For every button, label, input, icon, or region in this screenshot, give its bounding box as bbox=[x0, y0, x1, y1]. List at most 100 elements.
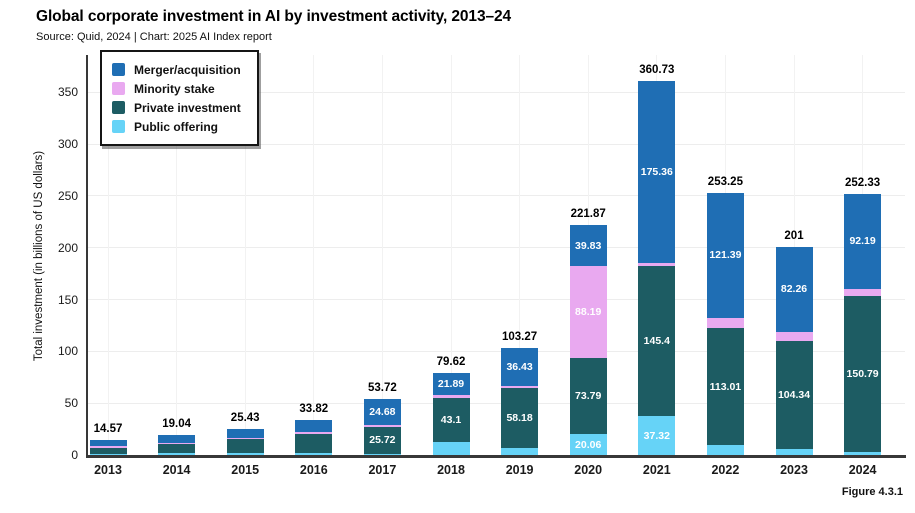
legend-swatch bbox=[112, 101, 125, 114]
bar-segment bbox=[158, 453, 196, 455]
gridline-vertical bbox=[107, 55, 109, 455]
bar-segment: 104.34 bbox=[775, 341, 813, 450]
segment-value-label: 39.83 bbox=[575, 239, 602, 252]
bar-total-label: 53.72 bbox=[368, 382, 397, 395]
y-tick-label: 0 bbox=[71, 448, 78, 462]
gridline-vertical bbox=[519, 55, 521, 455]
legend-label: Merger/acquisition bbox=[134, 62, 241, 77]
y-axis-line bbox=[85, 55, 88, 457]
bar-segment bbox=[226, 439, 264, 454]
gridline-vertical bbox=[450, 55, 452, 455]
bar-segment: 39.83 bbox=[569, 225, 607, 267]
legend-swatch bbox=[112, 120, 125, 133]
bar-segment: 92.19 bbox=[844, 193, 882, 290]
legend-label: Private investment bbox=[134, 100, 241, 115]
bar-segment bbox=[363, 453, 401, 455]
segment-value-label: 82.26 bbox=[780, 283, 808, 296]
legend-label: Minority stake bbox=[134, 81, 215, 96]
segment-value-label: 36.43 bbox=[506, 360, 533, 373]
segment-value-label: 24.68 bbox=[369, 406, 396, 419]
gridline-horizontal bbox=[88, 143, 905, 145]
bar-segment: 73.79 bbox=[569, 357, 607, 435]
gridline-vertical bbox=[313, 55, 315, 455]
bar-segment: 175.36 bbox=[638, 81, 676, 263]
bar-total-label: 25.43 bbox=[230, 411, 260, 424]
bar-total-label: 252.33 bbox=[845, 176, 881, 189]
bar-segment bbox=[844, 289, 882, 296]
bar-segment: 82.26 bbox=[775, 246, 813, 332]
segment-value-label: 88.19 bbox=[575, 306, 602, 319]
bar-segment: 121.39 bbox=[706, 192, 744, 319]
bar-total-label: 103.27 bbox=[502, 331, 538, 343]
gridline-horizontal bbox=[88, 195, 905, 197]
x-tick-label: 2021 bbox=[642, 463, 671, 477]
segment-value-label: 113.01 bbox=[709, 380, 742, 393]
bar-segment bbox=[432, 442, 470, 455]
bar-segment bbox=[363, 424, 401, 427]
segment-value-label: 150.79 bbox=[846, 367, 879, 380]
y-tick-label: 250 bbox=[57, 188, 78, 203]
bar-total-label: 221.87 bbox=[570, 208, 606, 221]
segment-value-label: 175.36 bbox=[640, 166, 673, 179]
gridline-vertical bbox=[244, 55, 246, 455]
bar-segment bbox=[295, 419, 333, 432]
bar-segment bbox=[432, 395, 470, 398]
y-axis-title: Total investment (in billions of US doll… bbox=[33, 150, 45, 362]
bar-segment bbox=[775, 331, 813, 342]
x-tick-label: 2018 bbox=[437, 463, 465, 477]
bar-segment: 113.01 bbox=[706, 328, 744, 446]
y-tick-label: 350 bbox=[57, 85, 78, 100]
bar-total-label: 19.04 bbox=[162, 418, 191, 431]
x-tick-label: 2017 bbox=[368, 463, 397, 477]
legend-item: Minority stake bbox=[112, 79, 241, 98]
x-tick-label: 2016 bbox=[299, 463, 328, 477]
bar-segment bbox=[638, 262, 676, 266]
segment-value-label: 73.79 bbox=[575, 389, 602, 402]
bar-total-label: 33.82 bbox=[299, 402, 329, 415]
source-line: Source: Quid, 2024 | Chart: 2025 AI Inde… bbox=[36, 31, 272, 43]
x-tick-label: 2014 bbox=[162, 463, 191, 477]
segment-value-label: 21.89 bbox=[437, 377, 465, 390]
bar-segment: 36.43 bbox=[501, 348, 539, 386]
legend-item: Merger/acquisition bbox=[112, 60, 241, 79]
bar-segment bbox=[89, 439, 127, 446]
bar-segment: 20.06 bbox=[569, 434, 607, 455]
x-tick-label: 2013 bbox=[94, 463, 122, 477]
bar-segment bbox=[158, 435, 196, 444]
bar-segment: 88.19 bbox=[569, 266, 607, 358]
bar-segment bbox=[501, 448, 539, 455]
plot-area: 14.57 2013 19.04 2014 25.43 2015 33.82 2016 25.7… bbox=[88, 55, 905, 477]
gridline-vertical bbox=[176, 55, 178, 455]
x-tick-label: 2020 bbox=[574, 463, 603, 477]
bar-segment: 43.1 bbox=[432, 397, 470, 443]
bar-segment bbox=[158, 443, 196, 453]
gridline-horizontal bbox=[88, 402, 905, 404]
x-tick-label: 2024 bbox=[848, 463, 877, 477]
chart-legend: Merger/acquisition Minority stake Private … bbox=[100, 50, 259, 146]
segment-value-label: 104.34 bbox=[777, 389, 811, 402]
y-tick-label: 300 bbox=[57, 137, 78, 152]
bar-segment: 37.32 bbox=[638, 416, 676, 455]
bar-segment bbox=[295, 432, 333, 434]
page-title: Global corporate investment in AI by inv… bbox=[36, 8, 512, 25]
bar-total-label: 360.73 bbox=[639, 64, 675, 77]
bar-segment bbox=[295, 433, 333, 453]
y-tick-label: 50 bbox=[64, 396, 78, 411]
segment-value-label: 20.06 bbox=[575, 438, 602, 451]
bar-segment bbox=[706, 318, 744, 328]
bar-segment bbox=[89, 454, 127, 455]
gridline-horizontal bbox=[88, 91, 905, 93]
bar-segment bbox=[226, 453, 264, 455]
bar-segment: 145.4 bbox=[638, 265, 676, 417]
segment-value-label: 58.18 bbox=[506, 412, 533, 425]
bar-segment bbox=[295, 452, 333, 455]
legend-swatch bbox=[112, 63, 125, 76]
bar-segment: 58.18 bbox=[501, 388, 539, 449]
legend-label: Public offering bbox=[134, 119, 218, 134]
bar-total-label: 201 bbox=[784, 229, 804, 242]
bar-segment bbox=[89, 445, 127, 448]
bar-segment bbox=[226, 428, 264, 438]
bar-total-label: 14.57 bbox=[93, 422, 123, 435]
legend-swatch bbox=[112, 82, 125, 95]
